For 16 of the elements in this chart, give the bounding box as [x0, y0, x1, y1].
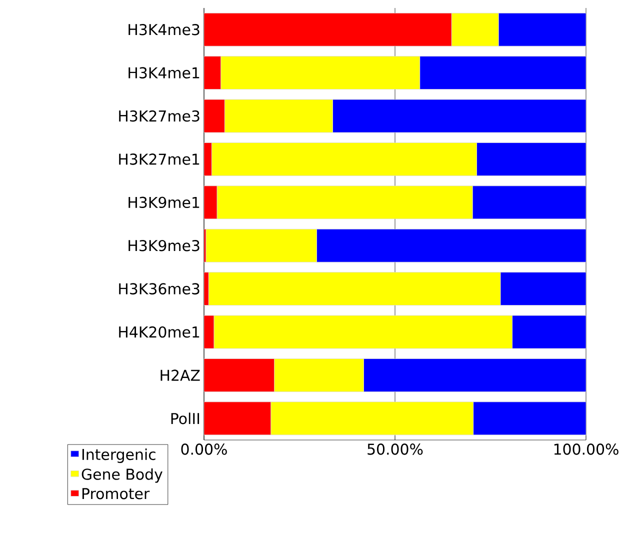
y-tick-label: H3K9me3 [128, 240, 200, 252]
y-tick-label: H3K27me3 [119, 110, 200, 122]
x-tick-label: 50.00% [368, 444, 423, 455]
legend-label: Gene Body [82, 468, 162, 483]
y-tick-label: H3K27me1 [119, 154, 200, 165]
legend-label: Promoter [82, 488, 150, 500]
y-tick-label: H3K9me1 [128, 196, 200, 208]
y-tick-label: H3K36me3 [119, 283, 200, 294]
y-tick-label: H3K4me3 [128, 24, 200, 36]
y-tick-label: H2AZ [160, 370, 200, 381]
y-tick-label: PolII [171, 412, 200, 424]
y-tick-label: H3K4me1 [128, 67, 200, 78]
x-tick-label: 100.00% [554, 444, 618, 455]
x-tick-label: 0.00% [181, 444, 227, 455]
y-tick-label: H4K20me1 [119, 326, 200, 338]
legend-label: Intergenic [82, 448, 156, 463]
